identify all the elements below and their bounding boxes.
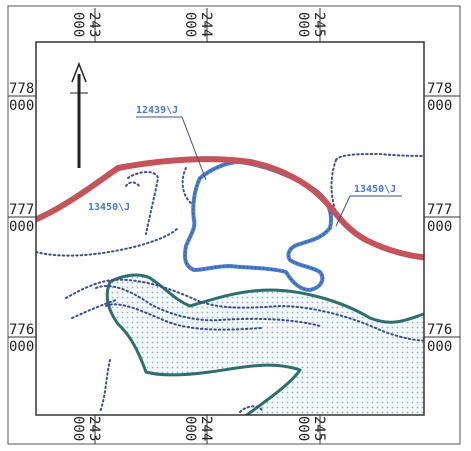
grid-ticks bbox=[8, 8, 460, 444]
parcel-label-text: 13450\J bbox=[88, 202, 130, 213]
parcel-outline-dots bbox=[184, 161, 332, 291]
northing-labels-right: 778 000 777 000 776 000 bbox=[427, 81, 452, 355]
northing-right-777-top: 777 bbox=[427, 202, 452, 218]
northing-left-778-bottom: 000 bbox=[9, 98, 34, 114]
easting-bottom-245-top: 245 bbox=[311, 416, 327, 441]
northing-right-776-bottom: 000 bbox=[427, 339, 452, 355]
easting-top-245-bottom: 000 bbox=[295, 12, 311, 37]
easting-labels-top: 243 000 244 000 245 000 bbox=[70, 12, 327, 37]
map-border bbox=[35, 41, 425, 416]
northing-left-777-top: 777 bbox=[9, 202, 34, 218]
northing-left-776-bottom: 000 bbox=[9, 339, 34, 355]
easting-bottom-243-top: 243 bbox=[86, 416, 102, 441]
easting-labels-bottom: 243 000 244 000 245 000 bbox=[70, 416, 327, 441]
north-arrow-icon bbox=[70, 61, 88, 168]
northing-right-778-bottom: 000 bbox=[427, 98, 452, 114]
easting-bottom-244-bottom: 000 bbox=[182, 416, 198, 441]
easting-bottom-245-bottom: 000 bbox=[295, 416, 311, 441]
easting-top-243-top: 243 bbox=[86, 12, 102, 37]
easting-bottom-243-bottom: 000 bbox=[70, 416, 86, 441]
easting-bottom-244-top: 244 bbox=[198, 416, 214, 441]
parcel-label-text: 12439\J bbox=[136, 105, 178, 116]
parcel-label-13450-right: 13450\J bbox=[335, 184, 402, 227]
road-line bbox=[36, 156, 424, 261]
easting-top-244-bottom: 000 bbox=[182, 12, 198, 37]
dotted-boundaries bbox=[36, 152, 424, 413]
northing-right-776-top: 776 bbox=[427, 322, 452, 338]
northing-labels-left: 778 000 777 000 776 000 bbox=[9, 81, 34, 355]
water-body bbox=[105, 273, 424, 415]
parcel-label-13450-left: 13450\J bbox=[88, 202, 130, 213]
northing-right-778-top: 778 bbox=[427, 81, 452, 97]
parcel-outline bbox=[183, 160, 333, 292]
northing-left-776-top: 776 bbox=[9, 322, 34, 338]
northing-left-778-top: 778 bbox=[9, 81, 34, 97]
parcel-label-12439: 12439\J bbox=[136, 105, 207, 181]
easting-top-243-bottom: 000 bbox=[70, 12, 86, 37]
easting-top-244-top: 244 bbox=[198, 12, 214, 37]
northing-right-777-bottom: 000 bbox=[427, 219, 452, 235]
parcel-label-text: 13450\J bbox=[354, 184, 396, 195]
easting-top-245-top: 245 bbox=[311, 12, 327, 37]
outer-frame bbox=[7, 5, 461, 445]
northing-left-777-bottom: 000 bbox=[9, 219, 34, 235]
